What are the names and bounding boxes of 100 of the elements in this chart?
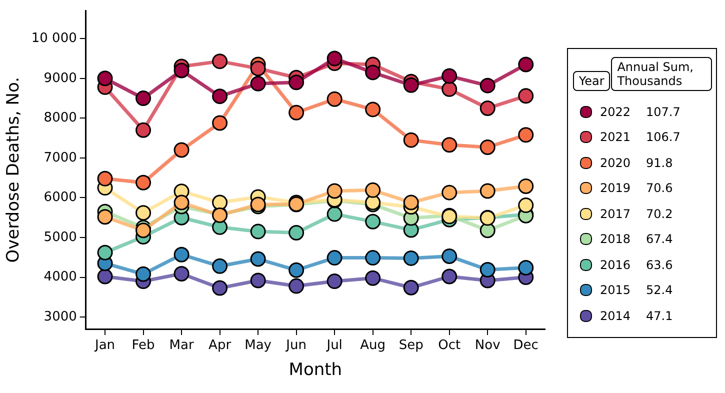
point [174,194,190,210]
point [288,74,304,90]
point [288,104,304,120]
point [212,194,228,210]
point [442,68,458,84]
point [97,244,113,260]
x-tick-label: Aug [360,338,386,354]
point [250,251,266,267]
point [212,115,228,131]
x-tick-label: Oct [438,338,461,354]
point [250,272,266,288]
point [480,139,496,155]
point [480,222,496,238]
x-tick-label: Sep [398,338,424,354]
point [97,70,113,86]
point [442,81,458,97]
point [97,170,113,186]
point [480,262,496,278]
text: 70.2 [646,206,673,221]
legend-label: 2014 [600,308,632,323]
legend-label: 2018 [600,232,632,246]
point [365,64,381,80]
legend-label: 2022 [600,104,632,119]
point [174,142,190,158]
point [174,246,190,262]
text: 70.6 [646,181,673,196]
point [288,262,304,278]
y-tick-label: 6000 [44,190,77,206]
point [136,122,152,138]
point [518,88,534,104]
point [250,224,266,240]
point [326,250,342,266]
point [326,91,342,107]
point [97,268,113,284]
point [365,250,381,266]
point [518,56,534,72]
x-tick-label: Jul [326,338,342,354]
point [480,183,496,199]
x-tick-label: Mar [169,338,194,354]
point [442,248,458,264]
point [365,270,381,286]
x-tick-label: Apr [208,338,232,354]
point [288,224,304,240]
point [174,62,190,78]
text: 107.7 [646,104,680,119]
legend-label: 2015 [600,283,632,298]
point [442,268,458,284]
legend-label: 2020 [600,156,632,170]
y-tick-label: 5000 [44,230,77,245]
point [326,274,342,290]
point [403,280,419,296]
point [365,102,381,118]
point [250,60,266,76]
point [480,78,496,94]
point [212,88,228,104]
y-tick-label: 4000 [44,270,77,285]
point [288,278,304,294]
point [518,178,534,194]
x-tick-label: Jan [94,338,116,354]
y-axis-title: Overdose Deaths, No. [4,77,24,263]
text: 63.6 [646,258,673,272]
point [136,90,152,106]
point [174,266,190,282]
x-tick-label: Dec [513,338,538,354]
y-tick-label: 3000 [44,309,77,324]
point [250,76,266,92]
point [403,132,419,148]
point [136,222,152,238]
point [136,205,152,221]
text: 106.7 [646,130,680,144]
y-tick-label: 8000 [44,110,77,126]
point [136,174,152,190]
point [442,137,458,153]
point [480,100,496,116]
point [518,127,534,143]
x-tick-label: May [244,338,272,354]
point [365,214,381,230]
legend-title: Year [572,71,610,91]
legend-label: 2019 [600,181,632,196]
point [518,260,534,276]
y-tick-label: 7000 [44,150,77,166]
text: 52.4 [646,283,673,298]
x-tick-label: Jun [285,338,306,354]
point [365,182,381,198]
legend-label: 2017 [600,206,632,221]
legend-label: 2021 [600,130,632,144]
x-tick-label: Nov [474,338,501,354]
text: Annual Sum, Thousands [611,57,712,91]
text: 47.1 [646,308,673,323]
point [326,50,342,66]
point [326,206,342,222]
text: 67.4 [646,232,673,246]
text: 91.8 [646,156,673,170]
point [403,77,419,93]
point [518,198,534,214]
point [403,194,419,210]
y-tick-label: 10 000 [31,31,77,46]
point [136,266,152,282]
x-tick-label: Feb [132,338,155,354]
point [212,258,228,274]
